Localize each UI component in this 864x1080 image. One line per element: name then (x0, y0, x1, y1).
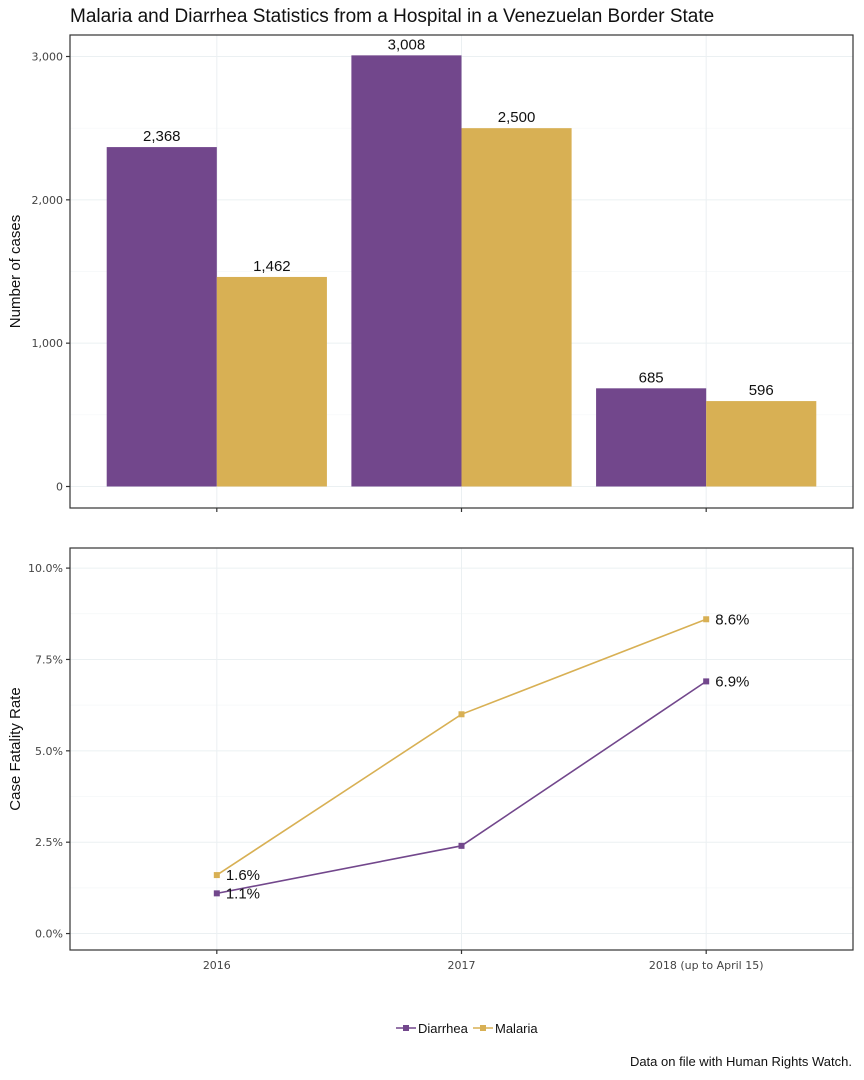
line-chart-x-tick-label: 2017 (448, 959, 476, 972)
bar-chart-x-axis (216, 508, 707, 512)
source-caption: Data on file with Human Rights Watch. (630, 1054, 852, 1069)
point-diarrhea-2017 (458, 842, 465, 849)
point-diarrhea-2016 (213, 890, 220, 897)
line-chart-x-axis: 2016 2017 2018 (up to April 15) (203, 950, 764, 972)
line-chart-data-labels: 1.1% 6.9% 1.6% 8.6% (226, 611, 750, 902)
bar-chart-y-axis: 0 1,000 2,000 3,000 (32, 51, 70, 494)
point-malaria-2018-up-to-april-15 (703, 616, 710, 623)
bar-diarrhea-2017 (351, 55, 462, 487)
data-label-malaria-2016: 1,462 (253, 258, 291, 275)
point-malaria-2017 (458, 711, 465, 718)
data-label-diarrhea-2017: 3,008 (388, 36, 426, 53)
line-chart-points (213, 616, 710, 897)
point-malaria-2016 (213, 872, 220, 879)
bar-malaria-2018-up-to-april-15 (706, 401, 817, 487)
legend-label-diarrhea: Diarrhea (418, 1021, 469, 1036)
bar-chart-y-tick-label: 1,000 (32, 337, 64, 350)
line-chart-y-axis: 0.0% 2.5% 5.0% 7.5% 10.0% (28, 562, 70, 941)
line-chart-panel: 1.1% 6.9% 1.6% 8.6% 0.0% 2.5% 5.0% 7.5% 10.0% 2… (7, 547, 854, 972)
bar-malaria-2016 (216, 276, 327, 487)
bar-chart-data-labels: 2,368 3,008 685 1,462 2,500 596 (143, 36, 774, 399)
legend-key-malaria-point (480, 1025, 486, 1031)
legend-item-diarrhea: Diarrhea (396, 1021, 469, 1036)
line-chart-y-tick-label: 7.5% (35, 653, 63, 666)
data-label-diarrhea-2016: 1.1% (226, 885, 260, 902)
line-chart-y-tick-label: 10.0% (28, 562, 63, 575)
data-label-diarrhea-2016: 2,368 (143, 128, 181, 145)
chart-title: Malaria and Diarrhea Statistics from a H… (70, 6, 714, 27)
line-chart-y-tick-label: 0.0% (35, 928, 63, 941)
bar-diarrhea-2018-up-to-april-15 (596, 388, 707, 487)
line-chart-x-tick-label: 2016 (203, 959, 231, 972)
line-chart-y-axis-title: Case Fatality Rate (7, 687, 24, 810)
legend-key-diarrhea-point (403, 1025, 409, 1031)
data-label-malaria-2016: 1.6% (226, 867, 260, 884)
data-label-diarrhea-2018-up-to-april-15: 6.9% (715, 673, 749, 690)
bar-chart-bars (106, 55, 817, 487)
data-label-diarrhea-2018-up-to-april-15: 685 (639, 369, 664, 386)
line-chart-gridlines (70, 548, 853, 950)
bar-chart-y-tick-label: 0 (56, 481, 63, 494)
point-diarrhea-2018-up-to-april-15 (703, 678, 710, 685)
line-chart-y-tick-label: 2.5% (35, 836, 63, 849)
bar-malaria-2017 (461, 128, 572, 487)
data-label-malaria-2018-up-to-april-15: 596 (749, 382, 774, 399)
data-label-malaria-2018-up-to-april-15: 8.6% (715, 611, 749, 628)
bar-chart-panel: 2,368 3,008 685 1,462 2,500 596 0 1,000 2,000 3,… (7, 34, 854, 512)
bar-chart-y-tick-label: 3,000 (32, 51, 64, 64)
legend-item-malaria: Malaria (473, 1021, 538, 1036)
bar-chart-y-axis-title: Number of cases (7, 215, 24, 328)
data-label-malaria-2017: 2,500 (498, 109, 536, 126)
bar-diarrhea-2016 (106, 147, 217, 487)
line-chart-y-tick-label: 5.0% (35, 745, 63, 758)
legend-label-malaria: Malaria (495, 1021, 538, 1036)
bar-chart-y-tick-label: 2,000 (32, 194, 64, 207)
line-chart-x-tick-label: 2018 (up to April 15) (649, 959, 764, 972)
legend: Diarrhea Malaria (396, 1021, 538, 1036)
